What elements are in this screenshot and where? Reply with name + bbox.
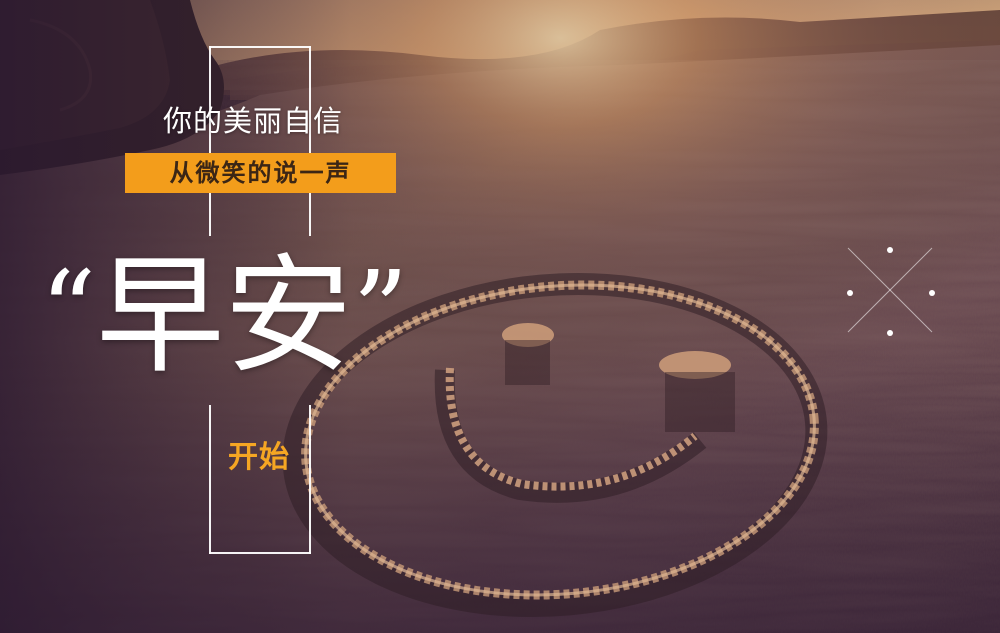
banner-text: 从微笑的说一声	[169, 159, 352, 187]
frame-right-bottom-line	[309, 405, 311, 554]
open-quote: “	[40, 247, 97, 375]
frame-left-bottom-line	[209, 405, 211, 554]
tagline-text: 你的美丽自信	[163, 104, 344, 138]
close-quote: ”	[352, 247, 409, 375]
title-text: 早安	[96, 242, 353, 391]
frame-left-top-line	[209, 46, 211, 236]
main-title: “早安”	[40, 232, 409, 402]
frame-top-line	[209, 46, 311, 48]
sparkle-cross-icon	[847, 247, 935, 336]
frame-right-top-line	[309, 46, 311, 236]
sand-smiley	[282, 272, 828, 618]
frame-bottom-line	[209, 552, 311, 554]
start-text: 开始	[228, 440, 290, 475]
orange-banner: 从微笑的说一声	[125, 153, 396, 193]
